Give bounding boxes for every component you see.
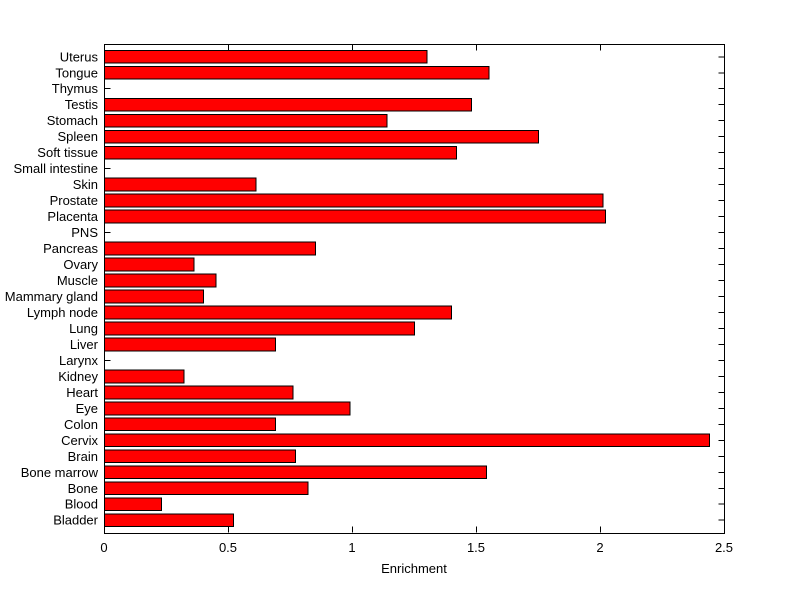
y-category-label-thymus: Thymus bbox=[52, 81, 99, 96]
bar-liver bbox=[104, 337, 277, 352]
bar-placenta bbox=[104, 209, 606, 224]
y-category-label-uterus: Uterus bbox=[60, 49, 99, 64]
plot-box bbox=[104, 44, 725, 534]
y-category-label-pns: PNS bbox=[71, 225, 98, 240]
bar-soft-tissue bbox=[104, 145, 458, 160]
chart-generated-layer: UterusTongueThymusTestisStomachSpleenSof… bbox=[5, 44, 733, 555]
bar-stomach bbox=[104, 113, 388, 128]
y-category-label-mammary-gland: Mammary gland bbox=[5, 289, 98, 304]
bar-mammary-gland bbox=[104, 289, 205, 304]
bar-brain bbox=[104, 449, 296, 464]
x-axis-label: Enrichment bbox=[381, 561, 447, 576]
bar-lung bbox=[104, 321, 415, 336]
y-category-label-liver: Liver bbox=[70, 337, 99, 352]
x-tick-label-2-5: 2.5 bbox=[715, 540, 733, 555]
bar-skin bbox=[104, 177, 257, 192]
x-tick-label-1-5: 1.5 bbox=[467, 540, 485, 555]
bar-lymph-node bbox=[104, 305, 453, 320]
x-tick-label-2: 2 bbox=[596, 540, 603, 555]
y-category-label-lymph-node: Lymph node bbox=[27, 305, 98, 320]
y-category-label-lung: Lung bbox=[69, 321, 98, 336]
bar-bladder bbox=[104, 513, 234, 528]
y-category-label-cervix: Cervix bbox=[61, 433, 98, 448]
bar-tongue bbox=[104, 65, 490, 80]
y-category-label-stomach: Stomach bbox=[47, 113, 98, 128]
bar-prostate bbox=[104, 193, 604, 208]
bar-colon bbox=[104, 417, 277, 432]
bar-spleen bbox=[104, 129, 539, 144]
y-category-label-small-intestine: Small intestine bbox=[13, 161, 98, 176]
bar-cervix bbox=[104, 433, 711, 448]
y-category-label-placenta: Placenta bbox=[47, 209, 98, 224]
x-tick-label-0: 0 bbox=[100, 540, 107, 555]
bar-pancreas bbox=[104, 241, 316, 256]
y-category-label-muscle: Muscle bbox=[57, 273, 98, 288]
y-category-label-larynx: Larynx bbox=[59, 353, 99, 368]
y-category-label-testis: Testis bbox=[65, 97, 99, 112]
x-tick-label-1: 1 bbox=[348, 540, 355, 555]
y-category-label-prostate: Prostate bbox=[50, 193, 98, 208]
bar-testis bbox=[104, 97, 472, 112]
bar-kidney bbox=[104, 369, 185, 384]
bar-heart bbox=[104, 385, 294, 400]
y-category-label-ovary: Ovary bbox=[63, 257, 98, 272]
y-category-label-bladder: Bladder bbox=[53, 513, 98, 528]
y-category-label-pancreas: Pancreas bbox=[43, 241, 98, 256]
y-category-label-spleen: Spleen bbox=[58, 129, 98, 144]
bar-muscle bbox=[104, 273, 217, 288]
bar-bone-marrow bbox=[104, 465, 487, 480]
x-tick-label-0-5: 0.5 bbox=[219, 540, 237, 555]
bar-bone bbox=[104, 481, 309, 496]
y-category-label-bone: Bone bbox=[68, 481, 98, 496]
y-category-label-kidney: Kidney bbox=[58, 369, 98, 384]
bar-blood bbox=[104, 497, 162, 512]
y-category-label-tongue: Tongue bbox=[55, 65, 98, 80]
y-category-label-skin: Skin bbox=[73, 177, 98, 192]
bar-ovary bbox=[104, 257, 195, 272]
y-category-label-soft-tissue: Soft tissue bbox=[37, 145, 98, 160]
y-category-label-brain: Brain bbox=[68, 449, 98, 464]
y-category-label-colon: Colon bbox=[64, 417, 98, 432]
bar-eye bbox=[104, 401, 351, 416]
y-category-label-eye: Eye bbox=[76, 401, 98, 416]
y-category-label-heart: Heart bbox=[66, 385, 98, 400]
bar-uterus bbox=[104, 49, 428, 64]
y-category-label-bone-marrow: Bone marrow bbox=[21, 465, 99, 480]
y-category-label-blood: Blood bbox=[65, 497, 98, 512]
